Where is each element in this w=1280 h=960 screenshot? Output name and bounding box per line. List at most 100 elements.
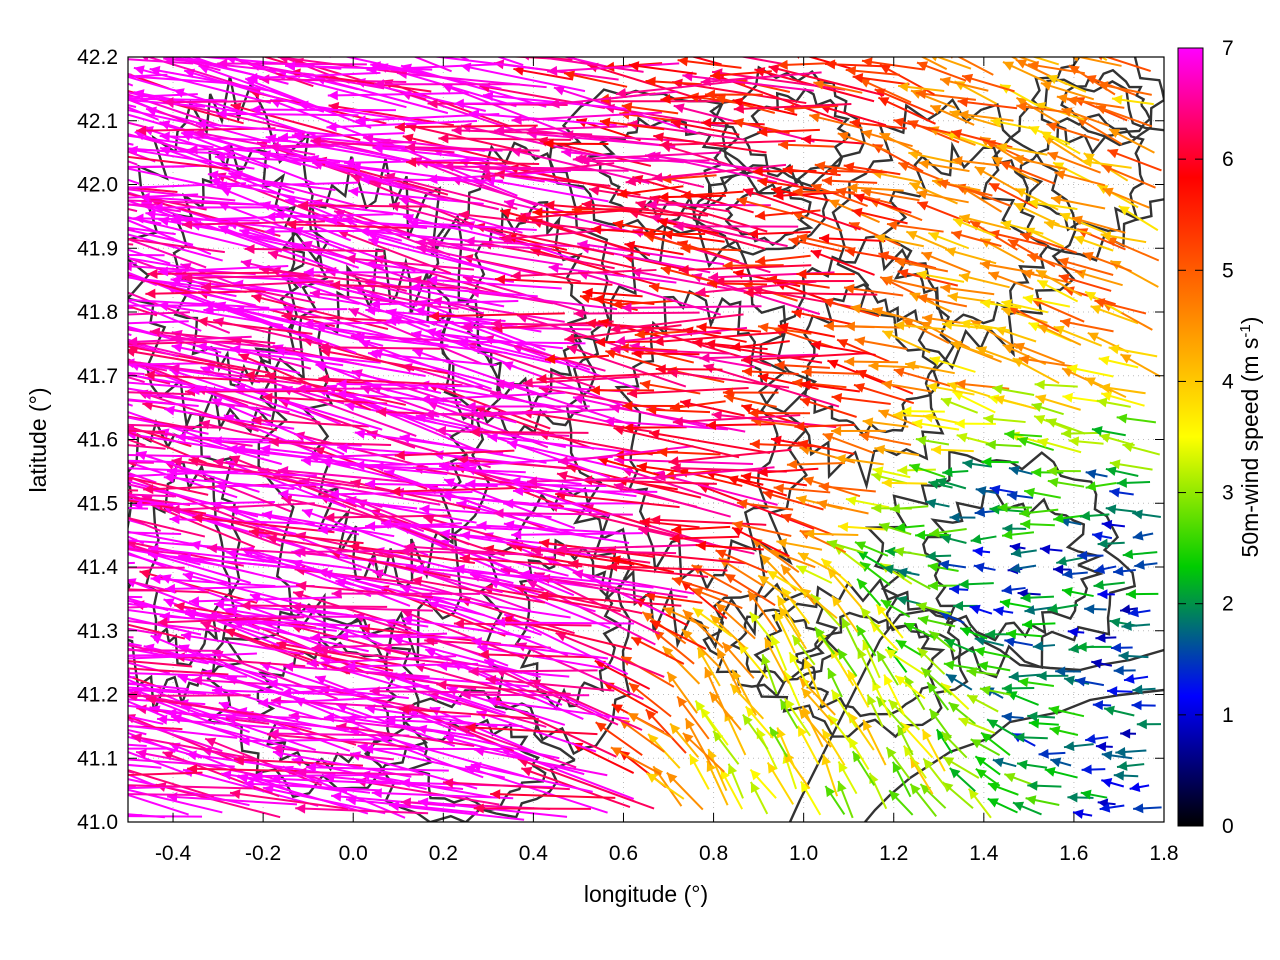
- wind-arrow: [367, 349, 497, 367]
- wind-arrow-head: [773, 483, 784, 494]
- wind-arrow-shaft: [128, 207, 138, 213]
- wind-arrow-shaft: [819, 104, 887, 127]
- wind-arrow-shaft: [271, 746, 394, 761]
- wind-arrow: [796, 233, 856, 251]
- wind-arrow: [627, 712, 674, 739]
- wind-arrow-head: [1107, 686, 1118, 697]
- wind-arrow: [941, 781, 974, 810]
- wind-arrow-head: [1038, 748, 1049, 759]
- wind-arrow: [967, 788, 992, 819]
- wind-arrow-head: [442, 777, 454, 788]
- wind-arrow-head: [240, 258, 252, 269]
- wind-arrow-head: [622, 400, 633, 411]
- wind-arrow-shaft: [216, 181, 359, 188]
- wind-arrow-head: [97, 645, 107, 655]
- wind-arrow-shaft: [731, 526, 790, 558]
- wind-arrow-shaft: [128, 226, 176, 236]
- wind-arrow-head: [926, 382, 938, 393]
- wind-arrow-shaft: [203, 308, 348, 311]
- wind-arrow-shaft: [401, 609, 525, 660]
- wind-arrow-head: [402, 133, 414, 144]
- wind-arrow-head: [493, 508, 504, 519]
- wind-arrow: [555, 632, 665, 678]
- wind-arrow-head: [237, 773, 248, 784]
- wind-arrow-head: [324, 512, 335, 523]
- wind-arrow-head: [399, 546, 410, 557]
- wind-arrow-head: [927, 562, 939, 573]
- wind-arrow-head: [437, 661, 448, 672]
- wind-arrow-head: [1031, 467, 1042, 478]
- wind-arrow-shaft: [526, 132, 676, 148]
- wind-arrow: [95, 93, 228, 103]
- wind-arrow-head: [779, 606, 789, 618]
- wind-arrow: [1110, 642, 1133, 653]
- wind-arrow-shaft: [315, 363, 442, 394]
- wind-arrow-head: [936, 729, 947, 741]
- wind-arrow: [649, 619, 707, 650]
- wind-arrow-shaft: [791, 310, 855, 326]
- wind-arrow-head: [132, 499, 143, 510]
- wind-arrow-shaft: [298, 204, 431, 208]
- wind-arrow-head: [1105, 504, 1117, 515]
- wind-arrow-head: [1095, 741, 1107, 752]
- wind-arrow: [128, 226, 176, 236]
- wind-arrow: [1085, 481, 1117, 492]
- wind-arrow: [918, 159, 970, 173]
- wind-arrow-shaft: [290, 624, 409, 656]
- wind-arrow-head: [398, 196, 410, 206]
- wind-arrow: [128, 602, 226, 618]
- wind-arrow-head: [669, 533, 680, 544]
- wind-arrow: [281, 684, 430, 698]
- wind-arrow-shaft: [479, 167, 629, 172]
- wind-arrow-head: [345, 661, 356, 672]
- wind-arrow-head: [814, 161, 826, 172]
- wind-arrow: [410, 330, 552, 364]
- wind-arrow-head: [1013, 154, 1024, 165]
- wind-arrow-head: [31, 236, 42, 245]
- wind-arrow-head: [663, 607, 675, 617]
- wind-arrow-head: [136, 125, 147, 136]
- wind-arrow-shaft: [335, 579, 485, 617]
- wind-arrow-head: [884, 674, 894, 686]
- wind-arrow: [671, 576, 729, 597]
- wind-arrow-head: [95, 93, 105, 103]
- wind-arrow-shaft: [128, 672, 248, 678]
- wind-arrow-head: [1055, 666, 1066, 677]
- wind-arrow: [248, 527, 364, 545]
- wind-arrow: [897, 268, 959, 287]
- wind-arrow-head: [82, 465, 93, 475]
- wind-arrow-shaft: [163, 476, 295, 490]
- wind-arrow-head: [436, 679, 447, 690]
- wind-arrow-shaft: [270, 777, 402, 785]
- wind-arrow-shaft: [530, 248, 659, 286]
- wind-arrow-shaft: [494, 278, 613, 286]
- wind-arrow-shaft: [810, 342, 876, 356]
- wind-arrow-head: [680, 398, 691, 409]
- wind-arrow-shaft: [194, 130, 316, 156]
- wind-arrow: [780, 586, 811, 625]
- wind-arrow-head: [585, 318, 597, 329]
- wind-arrow-shaft: [128, 678, 193, 708]
- wind-arrow-shaft: [564, 324, 682, 341]
- wind-arrow-head: [621, 302, 632, 313]
- wind-arrow-head: [169, 504, 180, 515]
- wind-arrow-shaft: [128, 327, 158, 337]
- wind-arrow-head: [354, 460, 365, 471]
- wind-arrow-shaft: [438, 137, 572, 141]
- wind-arrow-head: [1082, 251, 1094, 262]
- wind-arrow-head: [328, 489, 339, 500]
- wind-arrow: [801, 367, 861, 378]
- wind-arrow-head: [171, 456, 183, 467]
- wind-arrow: [774, 610, 796, 654]
- wind-arrow-shaft: [128, 97, 228, 102]
- wind-arrow-head: [68, 75, 79, 84]
- wind-arrow: [1115, 746, 1147, 757]
- wind-arrow-head: [103, 282, 114, 291]
- wind-arrow-shaft: [463, 322, 591, 371]
- wind-arrow: [128, 228, 194, 246]
- wind-arrow-head: [94, 779, 105, 789]
- wind-arrow-head: [75, 259, 86, 269]
- wind-arrow-head: [152, 202, 163, 213]
- wind-arrow-head: [595, 722, 607, 733]
- wind-arrow: [1001, 529, 1035, 540]
